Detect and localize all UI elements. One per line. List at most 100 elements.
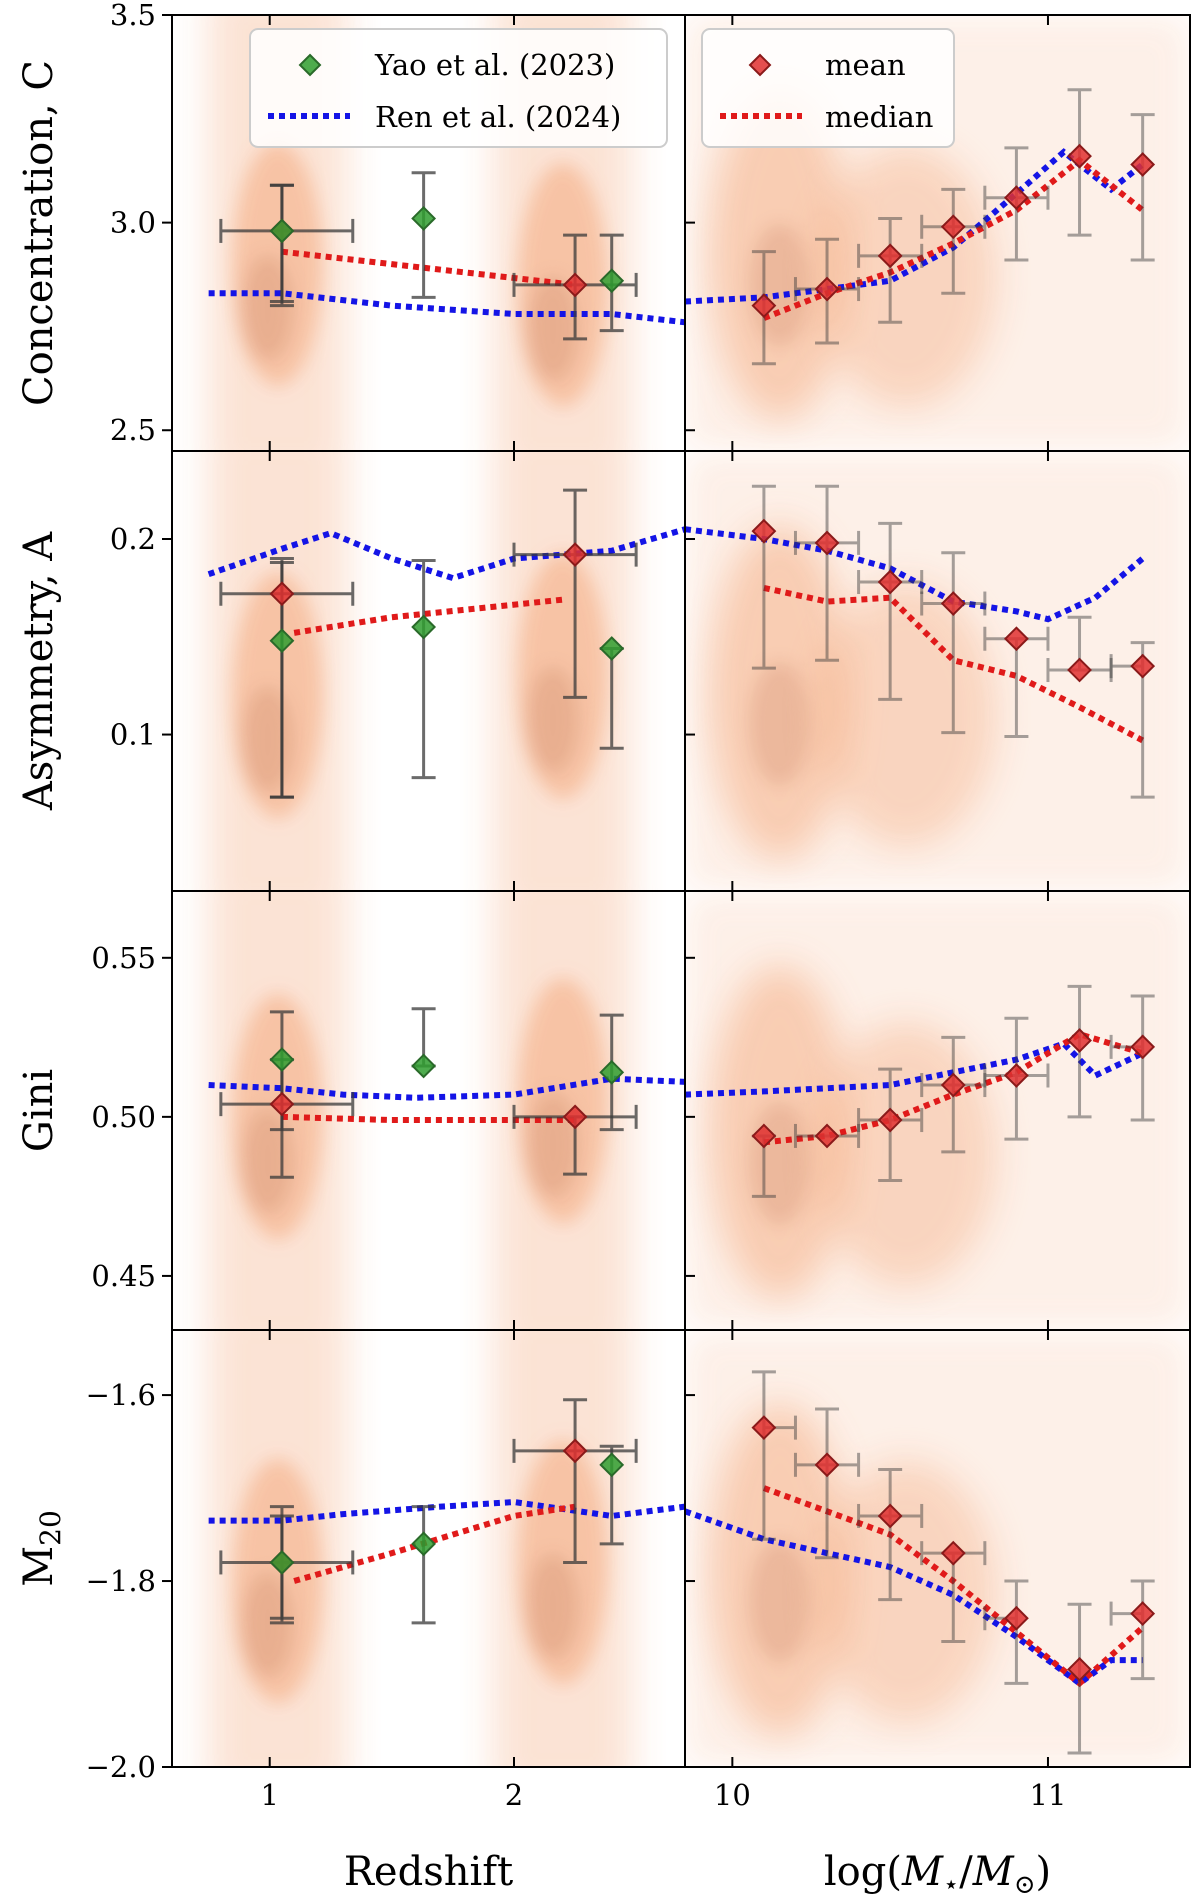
mean-marker <box>1067 1028 1092 1053</box>
y-axis-title-subscript: 20 <box>34 1510 67 1546</box>
x-title-subscript: ⋆ <box>943 1870 959 1899</box>
yao-marker <box>599 1059 625 1085</box>
plot-root: 2.5 3.0 3.5 Concentration, C 0.1 0.2 Asymmetry… <box>16 0 1191 1812</box>
row-1: 0.1 0.2 Asymmetry, A <box>16 450 1191 892</box>
mean-marker <box>940 214 966 240</box>
ren-line-right <box>685 1040 1144 1098</box>
density-peak <box>242 1108 293 1214</box>
density-peak <box>242 686 293 793</box>
mean-marker <box>1130 1034 1156 1060</box>
legend-mean-label: mean <box>825 48 906 82</box>
row-3: 1 2 −2.0 −1.8 −1.6 10 11 M20 <box>16 1329 1191 1812</box>
mean-marker <box>1130 653 1156 679</box>
mean-marker <box>751 1123 777 1149</box>
median-line-left <box>293 596 564 636</box>
xticks-2-left <box>268 891 515 1330</box>
xticks-0-left <box>268 15 515 451</box>
mean-marker <box>877 1503 903 1529</box>
panel-content-2-right <box>685 891 1190 1330</box>
panel-3-right: 10 11 <box>684 1329 1191 1812</box>
legend-right: mean median <box>701 28 955 148</box>
panel-content-2-left <box>207 891 685 1330</box>
xticks-3-left <box>268 1330 515 1767</box>
panel-content-3-right <box>685 1330 1190 1767</box>
mean-marker <box>1067 657 1092 683</box>
yao-marker <box>599 1452 625 1478</box>
ren-line-right <box>685 148 1145 305</box>
panel-2-right <box>684 890 1191 1331</box>
density-peak <box>749 1539 810 1663</box>
mean-marker <box>877 569 903 595</box>
density-peak <box>749 662 810 786</box>
yao-marker <box>411 1531 437 1557</box>
frame-3-right <box>684 1329 1191 1768</box>
panel-content-3-left <box>207 1330 685 1767</box>
median-line-right <box>762 1485 1145 1688</box>
density-2-left <box>207 891 633 1330</box>
mean-marker <box>562 542 588 568</box>
density-peak <box>527 667 578 773</box>
yao-marker <box>269 1550 295 1575</box>
mean-marker <box>877 1107 903 1133</box>
yao-marker <box>269 218 295 244</box>
yao-marker <box>411 1053 437 1079</box>
yao-errorbar <box>411 1505 436 1625</box>
row-0: 2.5 3.0 3.5 Concentration, C <box>16 0 1191 452</box>
y-axis-title-3: M20 <box>16 1510 67 1587</box>
density-peak <box>242 1572 293 1678</box>
y-axis-title-2: Gini <box>16 1069 62 1152</box>
y-tick-label: −1.8 <box>86 1564 156 1598</box>
mean-errorbar <box>920 187 987 295</box>
yao-marker <box>411 614 437 640</box>
x-title-part: log( <box>824 1849 902 1895</box>
mean-marker <box>877 243 903 269</box>
mean-errorbar <box>920 1035 987 1154</box>
legend-yao-label: Yao et al. (2023) <box>374 48 615 82</box>
x-title-subscript: ⊙ <box>1014 1870 1036 1899</box>
row-2: 0.45 0.50 0.55 Gini <box>16 890 1191 1331</box>
x-tick-label: 10 <box>714 1778 751 1812</box>
x-tick-label: 2 <box>505 1778 523 1812</box>
density-peak <box>242 255 293 361</box>
legend-median-label: median <box>825 100 933 134</box>
mean-marker <box>1003 1063 1029 1088</box>
panel-2-left: 0.45 0.50 0.55 <box>91 890 686 1331</box>
y-axis-title-main: M <box>16 1546 62 1587</box>
legend-left: Yao et al. (2023) Ren et al. (2024) <box>249 28 668 148</box>
density-core <box>815 1022 996 1287</box>
yao-marker <box>599 636 625 661</box>
x-title-part: M <box>972 1849 1015 1895</box>
x-title-part: ) <box>1035 1849 1051 1895</box>
mean-marker <box>562 1438 588 1464</box>
mean-marker <box>940 1540 966 1566</box>
yao-marker <box>269 628 295 654</box>
mean-marker <box>269 581 295 607</box>
legend-yao-marker <box>298 53 322 77</box>
xticks-1-left <box>268 451 515 891</box>
xticks-3-right <box>731 1330 1049 1767</box>
mean-marker <box>751 518 777 544</box>
mean-errorbar <box>1130 113 1155 262</box>
ren-line-left <box>208 290 685 326</box>
y-tick-label: 0.55 <box>91 941 156 975</box>
mean-marker <box>562 272 588 298</box>
mean-marker <box>562 1104 588 1130</box>
y-tick-label: 2.5 <box>110 413 156 447</box>
density-core <box>815 583 996 847</box>
mean-errorbar <box>512 488 638 699</box>
mean-marker <box>1130 1601 1156 1626</box>
yao-errorbar <box>411 559 436 780</box>
panel-3-left: 1 2 −2.0 −1.8 −1.6 <box>86 1329 686 1812</box>
yao-errorbar <box>411 171 436 299</box>
y-axis-title-0: Concentration, C <box>16 60 62 406</box>
mean-marker <box>751 293 777 319</box>
density-1-right <box>685 451 1190 891</box>
density-peak <box>749 224 810 347</box>
panel-1-right <box>684 450 1191 892</box>
mean-marker <box>814 1452 840 1478</box>
mean-marker <box>940 591 966 616</box>
x-axis-title-stellar-mass: log(M⋆/M⊙) <box>824 1849 1051 1899</box>
y-tick-label: 0.45 <box>91 1259 156 1293</box>
yao-marker <box>599 268 625 294</box>
